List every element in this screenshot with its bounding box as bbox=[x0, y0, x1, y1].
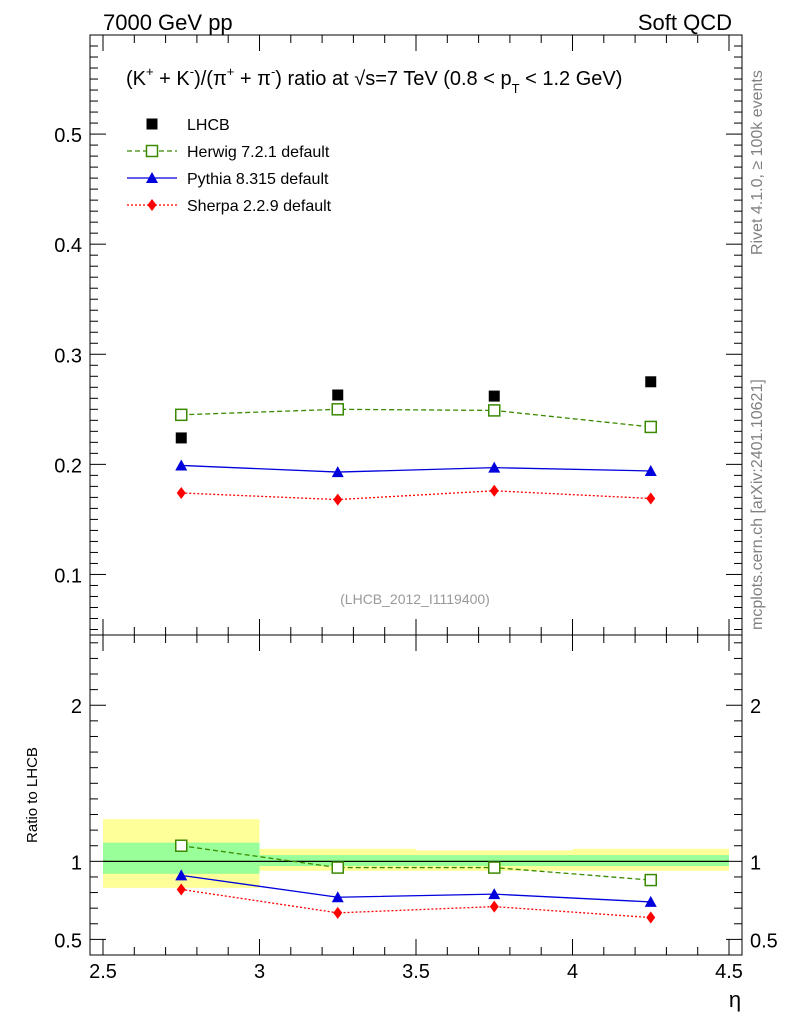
x-tick-labels: 2.5 3 3.5 4 4.5 bbox=[89, 961, 743, 983]
sherpa-point bbox=[333, 493, 343, 506]
y-tick-label: 0.3 bbox=[54, 345, 82, 367]
ratio-tick-label-right: 0.5 bbox=[750, 930, 778, 952]
header-left: 7000 GeV pp bbox=[103, 10, 233, 35]
ratio-tick-label: 2 bbox=[71, 696, 82, 718]
sherpa-ratio-line bbox=[181, 888, 651, 919]
band-inner bbox=[416, 855, 573, 867]
x-tick-label: 3 bbox=[254, 961, 265, 983]
pythia-ratio-point bbox=[331, 891, 344, 903]
legend-label: LHCB bbox=[187, 117, 230, 134]
legend-marker bbox=[145, 144, 159, 158]
main-panel: 0.1 0.2 0.3 0.4 0.5 (LHCB_2012_I1119400) bbox=[54, 34, 743, 955]
herwig-ratio-point bbox=[175, 839, 188, 852]
x-axis-label: η bbox=[729, 987, 741, 1012]
band-inner bbox=[259, 855, 416, 867]
ratio-series bbox=[175, 839, 657, 924]
legend-marker bbox=[147, 199, 157, 211]
main-series bbox=[175, 376, 657, 506]
legend-label: Pythia 8.315 default bbox=[187, 171, 329, 188]
pythia-point bbox=[175, 459, 188, 471]
herwig-ratio-line bbox=[181, 845, 651, 881]
herwig-point bbox=[331, 403, 344, 416]
x-tick-label: 4.5 bbox=[715, 961, 743, 983]
lhcb-point bbox=[175, 432, 187, 444]
mcplots-credit: mcplots.cern.ch [arXiv:2401.10621] bbox=[749, 379, 766, 630]
sherpa-point bbox=[489, 484, 499, 497]
legend: LHCB Herwig 7.2.1 default Pythia 8.315 def… bbox=[127, 117, 332, 215]
herwig-ratio-point bbox=[331, 861, 344, 874]
y-tick-label: 0.4 bbox=[54, 235, 82, 257]
legend-label: Herwig 7.2.1 default bbox=[187, 144, 330, 161]
herwig-ratio-point bbox=[488, 861, 501, 874]
analysis-watermark: (LHCB_2012_I1119400) bbox=[340, 591, 490, 607]
main-x-ticks bbox=[102, 35, 730, 955]
pythia-point bbox=[488, 461, 501, 473]
ratio-axis-label: Ratio to LHCB bbox=[24, 747, 41, 843]
pythia-point bbox=[331, 466, 344, 478]
band-inner bbox=[572, 855, 729, 867]
ratio-tick-label: 1 bbox=[71, 852, 82, 874]
sherpa-ratio-point bbox=[646, 911, 656, 924]
x-tick-label: 4 bbox=[567, 961, 578, 983]
herwig-line bbox=[181, 408, 651, 428]
legend-marker bbox=[146, 172, 158, 183]
sherpa-line bbox=[181, 490, 651, 501]
x-tick-label: 3.5 bbox=[402, 961, 430, 983]
herwig-point bbox=[488, 404, 501, 417]
ratio-panel: 0.5 0.5 1 1 2 2 bbox=[54, 634, 778, 956]
pythia-ratio-point bbox=[488, 888, 501, 900]
pythia-ratio-line bbox=[181, 874, 651, 903]
main-y-ticks: 0.1 0.2 0.3 0.4 0.5 bbox=[54, 45, 742, 630]
y-tick-label: 0.1 bbox=[54, 565, 82, 587]
pythia-ratio-point bbox=[175, 869, 188, 881]
herwig-point bbox=[175, 408, 188, 422]
sherpa-point bbox=[176, 486, 186, 499]
lhcb-point bbox=[645, 376, 657, 388]
x-tick-label: 2.5 bbox=[89, 961, 117, 983]
sherpa-ratio-point bbox=[489, 900, 499, 913]
ratio-frame bbox=[89, 634, 743, 956]
y-tick-label: 0.5 bbox=[54, 125, 82, 147]
lhcb-point bbox=[488, 390, 500, 402]
legend-marker bbox=[146, 118, 158, 130]
plot-title: (K+ + K-)/(π+ + π-) ratio at √s=7 TeV (0… bbox=[126, 64, 622, 96]
legend-label: Sherpa 2.2.9 default bbox=[187, 198, 332, 215]
ratio-tick-label: 0.5 bbox=[54, 930, 82, 952]
ratio-tick-label-right: 2 bbox=[750, 696, 761, 718]
pythia-line bbox=[181, 464, 651, 473]
header-right: Soft QCD bbox=[638, 10, 732, 35]
sherpa-ratio-point bbox=[176, 883, 186, 896]
sherpa-ratio-point bbox=[333, 906, 343, 919]
lhcb-point bbox=[332, 389, 344, 401]
herwig-point bbox=[644, 420, 657, 434]
pythia-point bbox=[644, 464, 657, 476]
sherpa-point bbox=[646, 492, 656, 505]
ratio-tick-label-right: 1 bbox=[750, 852, 761, 874]
y-tick-label: 0.2 bbox=[54, 455, 82, 477]
ratio-y-ticks: 0.5 0.5 1 1 2 2 bbox=[54, 642, 778, 956]
herwig-ratio-point bbox=[644, 873, 657, 887]
rivet-version: Rivet 4.1.0, ≥ 100k events bbox=[749, 70, 766, 255]
pythia-ratio-point bbox=[644, 895, 657, 907]
